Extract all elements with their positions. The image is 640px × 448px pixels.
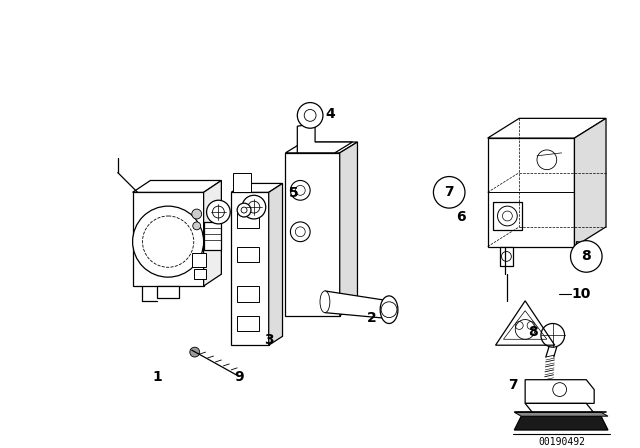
Bar	[237, 286, 259, 302]
Polygon shape	[577, 241, 596, 258]
Circle shape	[298, 103, 323, 128]
Circle shape	[192, 209, 202, 219]
Text: 4: 4	[325, 108, 335, 121]
Polygon shape	[515, 412, 608, 416]
Polygon shape	[525, 380, 594, 403]
Bar	[194, 269, 205, 279]
Bar	[499, 246, 513, 266]
Text: 7: 7	[509, 378, 518, 392]
Text: 5: 5	[289, 186, 298, 200]
Text: 8: 8	[581, 250, 591, 263]
Polygon shape	[488, 118, 606, 138]
Bar	[237, 315, 259, 332]
Polygon shape	[231, 183, 282, 192]
Text: 8: 8	[528, 325, 538, 340]
Bar	[237, 246, 259, 263]
Circle shape	[291, 181, 310, 200]
Ellipse shape	[380, 296, 398, 323]
Text: 7: 7	[444, 185, 454, 199]
Circle shape	[207, 200, 230, 224]
Bar	[493, 202, 522, 230]
Circle shape	[193, 222, 201, 230]
Polygon shape	[285, 142, 358, 153]
Polygon shape	[325, 291, 389, 319]
Polygon shape	[488, 138, 575, 246]
Bar	[192, 254, 205, 267]
Circle shape	[433, 177, 465, 208]
Circle shape	[237, 203, 251, 217]
Bar	[233, 172, 251, 192]
Polygon shape	[515, 416, 608, 430]
Circle shape	[570, 241, 602, 272]
Polygon shape	[575, 118, 606, 246]
Polygon shape	[525, 403, 594, 413]
Text: 9: 9	[234, 370, 244, 384]
Polygon shape	[132, 181, 221, 192]
Polygon shape	[269, 183, 282, 345]
Bar	[157, 286, 179, 298]
Bar	[237, 212, 259, 228]
Circle shape	[242, 195, 266, 219]
Polygon shape	[495, 301, 555, 345]
Polygon shape	[132, 192, 204, 286]
Circle shape	[132, 206, 204, 277]
Text: 6: 6	[456, 210, 466, 224]
Bar	[204, 222, 221, 250]
Polygon shape	[285, 153, 340, 315]
Text: 00190492: 00190492	[538, 437, 585, 447]
Text: 2: 2	[367, 310, 376, 325]
Polygon shape	[204, 181, 221, 286]
Text: 10: 10	[572, 287, 591, 301]
Polygon shape	[231, 192, 269, 345]
Circle shape	[291, 222, 310, 241]
Polygon shape	[298, 123, 353, 153]
Text: 1: 1	[152, 370, 162, 384]
Circle shape	[190, 347, 200, 357]
Ellipse shape	[320, 291, 330, 313]
Text: 3: 3	[264, 333, 273, 347]
Polygon shape	[340, 142, 358, 315]
